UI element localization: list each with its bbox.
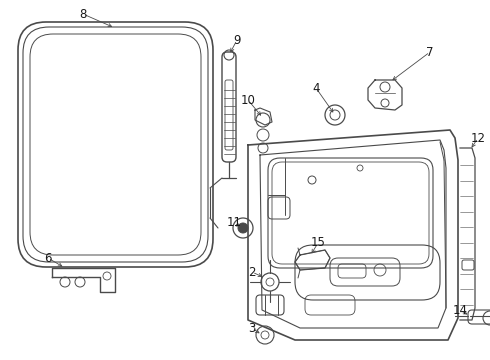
- Circle shape: [238, 223, 248, 233]
- Text: 4: 4: [312, 81, 320, 94]
- Text: 7: 7: [426, 45, 434, 58]
- Text: 2: 2: [248, 266, 256, 279]
- Text: 9: 9: [233, 33, 241, 46]
- Text: 10: 10: [241, 94, 255, 107]
- Text: 8: 8: [79, 8, 87, 21]
- Text: 14: 14: [452, 303, 467, 316]
- Text: 3: 3: [248, 321, 256, 334]
- Text: 6: 6: [44, 252, 52, 265]
- Text: 15: 15: [311, 237, 325, 249]
- Text: 11: 11: [226, 216, 242, 230]
- Text: 12: 12: [470, 131, 486, 144]
